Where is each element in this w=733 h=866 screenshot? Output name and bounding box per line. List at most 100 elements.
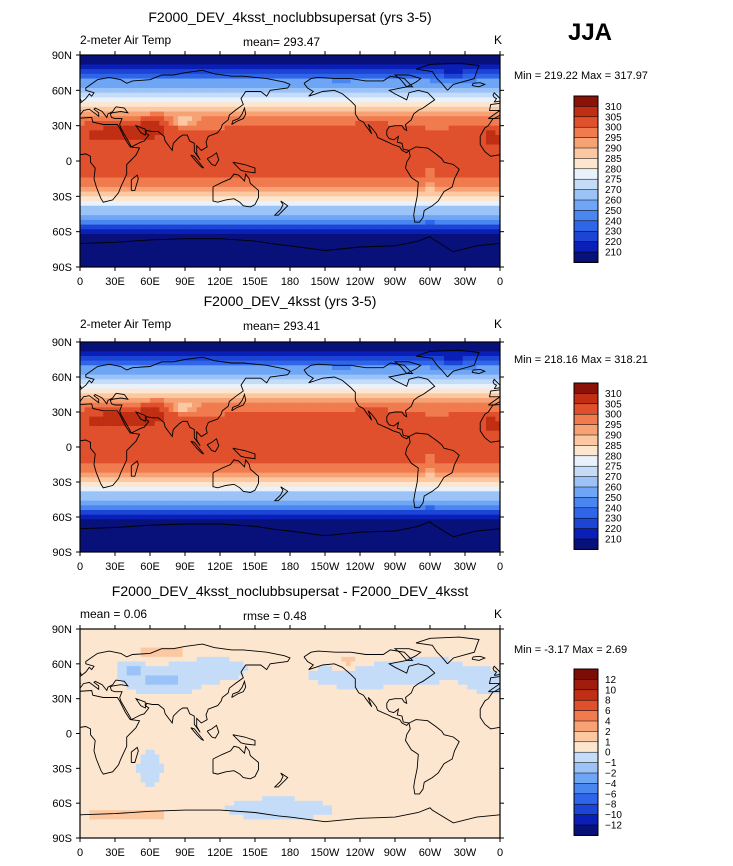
coastline [232, 161, 256, 174]
colorbar-swatch [573, 699, 599, 712]
colorbar-swatch [573, 689, 599, 701]
y-tick-label: 30N [52, 694, 72, 706]
season-label: JJA [568, 19, 612, 46]
coastline [80, 238, 291, 247]
coastline [80, 403, 141, 489]
y-tick-label: 60N [52, 372, 72, 384]
coastline [0, 350, 59, 377]
panel-center-label: mean= 293.41 [243, 319, 320, 333]
colorbar-label: 305 [605, 399, 622, 410]
colorbar-swatch [573, 434, 599, 446]
y-tick-label: 60S [52, 798, 72, 810]
colorbar-label: 2 [605, 727, 611, 738]
coastline [415, 636, 480, 665]
coastline [627, 153, 639, 166]
colorbar-swatch [573, 528, 599, 540]
coastline [231, 106, 247, 125]
colorbar-swatch [573, 465, 599, 478]
x-tick-label: 0 [77, 561, 83, 573]
colorbar-label: 280 [605, 451, 622, 462]
colorbar-swatch [573, 679, 599, 691]
colorbar-label: 310 [605, 389, 622, 400]
colorbar-label: 250 [605, 206, 622, 217]
panel-minmax: Min = 218.16 Max = 318.21 [514, 354, 648, 366]
coastline [551, 747, 558, 762]
x-tick-label: 30W [454, 561, 477, 573]
x-tick-label: 60E [140, 561, 160, 573]
x-tick-label: 120W [346, 276, 375, 288]
coastline [80, 384, 82, 389]
coastline [0, 650, 15, 726]
colorbar-label: 0 [605, 748, 611, 759]
panel-2: F2000_DEV_4ksst (yrs 3-5) 2-meter Air Tem… [0, 293, 648, 573]
colorbar-swatch [573, 814, 599, 826]
colorbar-label: 220 [605, 524, 622, 535]
coastline [471, 368, 487, 374]
panel-left-label: 2-meter Air Temp [80, 33, 171, 47]
colorbar-frame [573, 382, 599, 550]
x-tick-label: 120E [207, 276, 233, 288]
x-tick-label: 150W [311, 847, 340, 859]
coastline [303, 362, 436, 440]
coastline [633, 746, 679, 779]
coastline [695, 773, 708, 787]
colorbar-label: 275 [605, 462, 622, 473]
colorbar-label: 260 [605, 196, 622, 207]
coastline [393, 361, 422, 374]
coastline [551, 461, 558, 476]
x-tick-label: 30E [105, 276, 125, 288]
colorbar-swatch [573, 137, 599, 149]
colorbar-label: 295 [605, 133, 622, 144]
colorbar-swatch [573, 393, 599, 405]
panel-left-label: 2-meter Air Temp [80, 317, 171, 331]
coastline [231, 679, 247, 698]
colorbar-swatch [573, 126, 599, 139]
colorbar-swatch [573, 382, 599, 394]
coastline [488, 102, 500, 120]
y-tick-label: 30S [52, 763, 72, 775]
panel-title: F2000_DEV_4ksst_noclubbsupersat (yrs 3-5… [148, 9, 431, 25]
coastline [0, 363, 15, 439]
y-tick-label: 60S [52, 227, 72, 239]
colorbar-swatch [573, 772, 599, 784]
colorbar-swatch [573, 199, 599, 211]
coastline [479, 404, 500, 443]
coastline [652, 108, 666, 125]
y-tick-label: 60S [52, 512, 72, 524]
panel-1: F2000_DEV_4ksst_noclubbsupersat (yrs 3-5… [52, 9, 666, 288]
colorbar-swatch [573, 751, 599, 764]
colorbar: 3103053002952902852802752702602502402302… [573, 95, 622, 263]
colorbar-label: 10 [605, 685, 617, 696]
coastline [130, 460, 139, 477]
colorbar-swatch [573, 403, 599, 415]
y-tick-label: 90S [52, 547, 72, 559]
colorbar-swatch [573, 731, 599, 743]
colorbar-label: −12 [605, 821, 622, 832]
x-tick-label: 0 [77, 276, 83, 288]
x-tick-label: 60W [419, 847, 442, 859]
coastline [492, 91, 500, 103]
colorbar-swatch [573, 517, 599, 530]
panels-group: F2000_DEV_4ksst_noclubbsupersat (yrs 3-5… [0, 9, 708, 859]
x-tick-label: 180 [281, 276, 299, 288]
coastline [212, 458, 259, 493]
x-tick-label: 180 [281, 561, 299, 573]
panel-left-label: mean = 0.06 [80, 607, 147, 621]
colorbar-label: −10 [605, 810, 622, 821]
coastline [393, 648, 422, 661]
x-tick-label: 150E [242, 561, 268, 573]
coastline [80, 671, 82, 675]
colorbar-swatch [573, 189, 599, 201]
coastline [289, 235, 500, 253]
colorbar-label: 270 [605, 472, 622, 483]
panel-center-label: rmse = 0.48 [243, 609, 307, 623]
coastline [627, 439, 639, 452]
colorbar-label: 275 [605, 175, 622, 186]
x-tick-label: 0 [497, 561, 503, 573]
coastline [0, 362, 1, 374]
colorbar-swatch [573, 793, 599, 805]
colorbar-label: −2 [605, 769, 617, 780]
colorbar-label: −8 [605, 800, 617, 811]
coastline [80, 643, 291, 733]
